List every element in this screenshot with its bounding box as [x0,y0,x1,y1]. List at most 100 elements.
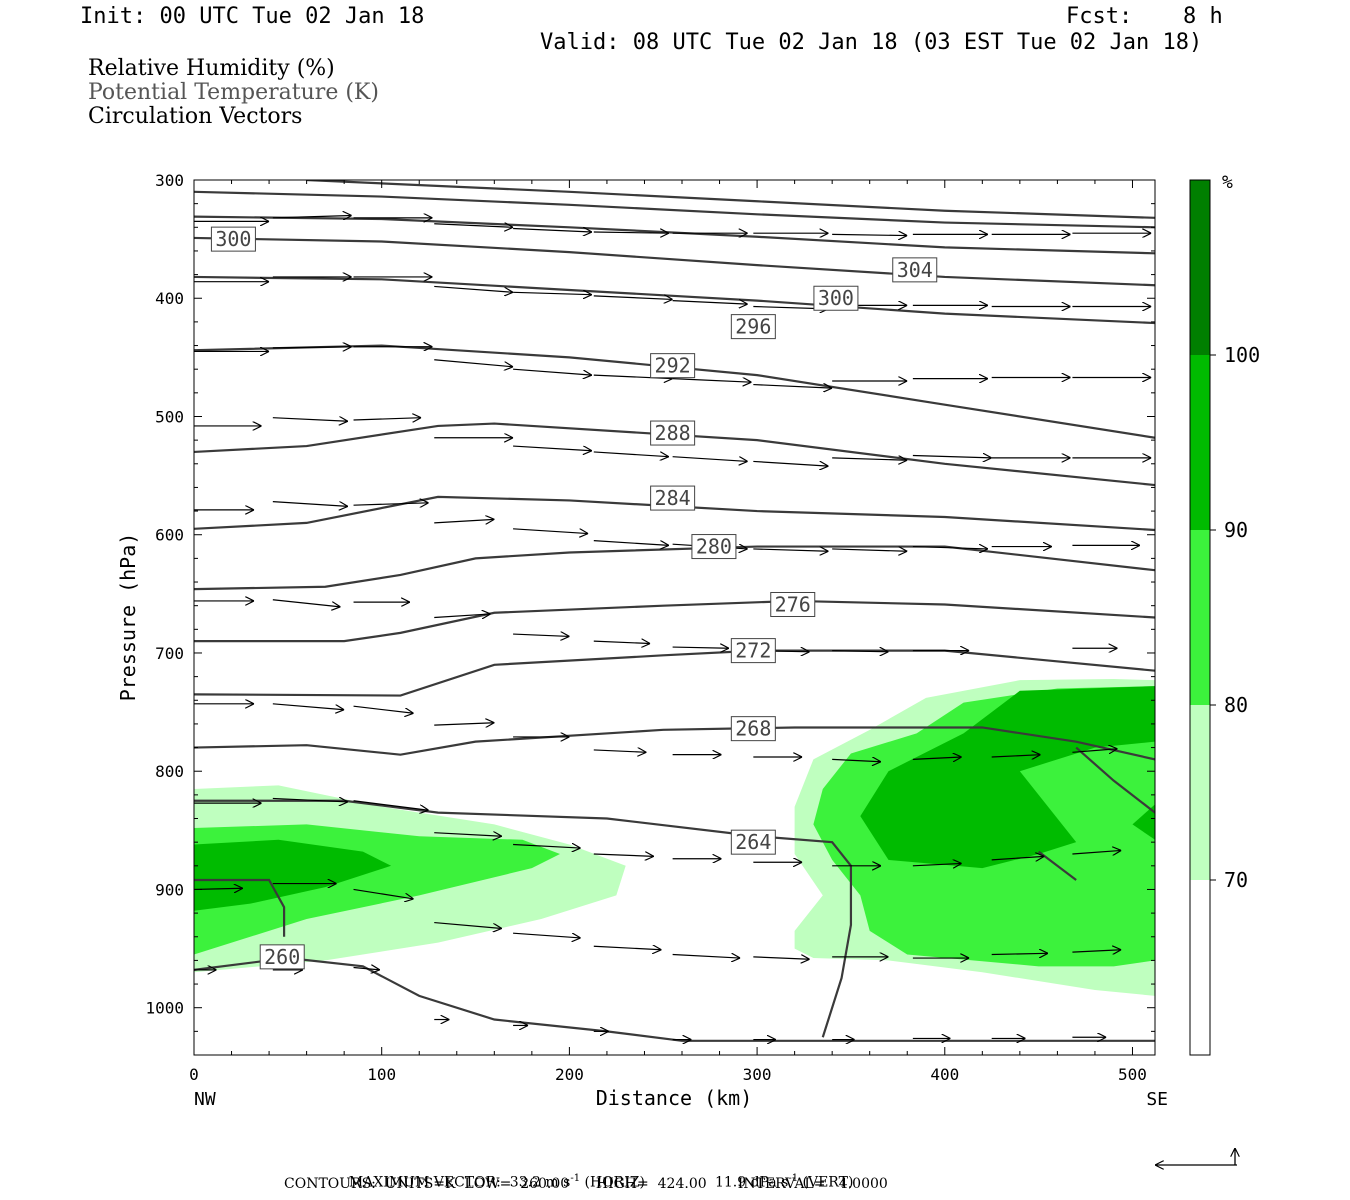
contour-label-box-7 [691,534,737,560]
vector-5 [593,232,669,233]
colorbar-label-100: 100 [1224,343,1260,367]
rh-region-90-5 [860,686,1155,869]
vector-41 [593,451,669,457]
contour-label-box-3 [730,314,776,340]
contour-label-300: 300 [818,286,854,310]
vector-55 [753,549,828,551]
theta-contour-0 [194,190,1155,229]
vector-65 [593,641,650,643]
vector-87 [513,845,581,849]
theta-contour-16 [1037,850,1077,881]
x-end-label-nw: NW [194,1089,216,1110]
x-tick-label: 0 [189,1065,199,1084]
colorbar-swatch-2 [1190,530,1210,705]
x-axis-label: Distance (km) [596,1086,753,1110]
vector-31 [753,385,832,389]
vector-86 [434,833,502,837]
forecast-label: Fcst: [1066,4,1133,29]
theta-contour-8 [194,545,1155,591]
vector-101 [672,954,741,958]
contour-label-276: 276 [775,592,811,616]
contour-label-box-0 [210,226,256,252]
vector-73 [353,705,414,713]
contour-label-300: 300 [215,227,251,251]
vector-106 [1072,950,1121,952]
vector-66 [672,647,729,648]
vector-61 [272,599,341,607]
vector-93 [991,856,1045,860]
init-time: Init: 00 UTC Tue 02 Jan 18 [80,4,425,29]
contour-label-280: 280 [696,535,732,559]
valid-time: Valid: 08 UTC Tue 02 Jan 18 (03 EST Tue … [540,30,1203,55]
y-tick-label: 400 [155,289,184,308]
contour-label-284: 284 [655,486,691,510]
circulation-vectors [194,215,1152,1039]
vector-40 [513,445,592,451]
theta-contour-12 [194,799,853,1038]
vector-88 [593,854,654,856]
vector-100 [593,946,662,950]
title-circulation-vectors: Circulation Vectors [88,104,303,129]
vector-98 [434,921,502,929]
contour-label-box-5 [650,420,696,446]
contour-label-box-11 [730,829,776,855]
vector-50 [353,503,429,505]
vector-45 [912,456,992,458]
theta-contour-6 [194,422,1155,487]
vector-37 [272,418,348,422]
vector-4 [513,228,592,232]
contour-label-box-10 [730,716,776,742]
x-tick-label: 300 [743,1065,772,1084]
vector-43 [753,460,828,466]
vector-38 [353,418,422,420]
axes: 300 400 500 600 700 800 900 1000 0 100 200 300 400 50… [145,171,1155,1084]
plot-frame [193,179,1156,1056]
y-tick-label: 800 [155,762,184,781]
vector-53 [593,540,669,546]
theta-contour-4 [194,275,1155,325]
colorbar: 70 80 90 100 [1189,179,1260,1056]
vector-1 [272,215,352,217]
vector-84 [272,798,348,802]
colorbar-swatch-3 [1190,355,1210,530]
theta-contour-9 [194,599,1155,643]
contour-label-260: 260 [264,945,300,969]
vector-99 [513,932,581,938]
title-potential-temperature: Potential Temperature (K) [88,80,379,105]
vector-15 [434,285,513,292]
contour-label-box-12 [259,944,305,970]
vector-97 [353,888,414,898]
vector-3 [434,224,513,228]
contour-label-288: 288 [655,421,691,445]
vector-27 [434,359,513,367]
max-vector-line: MAXIMUM VECTOR: 33.2 m s-1 (HORIZ) 11.9 d… [348,1173,854,1191]
vector-76 [593,750,647,752]
contours-info: CONTOURS: UNITS=K LOW= 260.00 HIGH= 424.… [284,1176,888,1192]
contour-label-box-8 [770,591,816,617]
y-axis-label: Pressure (hPa) [116,533,140,702]
vector-17 [593,296,673,300]
contour-label-box-4 [650,353,696,379]
x-end-label-se: SE [1146,1089,1168,1110]
colorbar-label-70: 70 [1224,868,1248,892]
vector-105 [991,953,1048,954]
title-relative-humidity: Relative Humidity (%) [88,56,335,81]
rh-region-90-2 [194,839,392,911]
vector-85 [353,800,429,810]
colorbar-swatch-1 [1190,705,1210,880]
theta-contour-7 [194,495,1155,532]
theta-contour-3 [194,236,1155,287]
vector-64 [513,634,569,636]
contour-label-box-1 [892,257,938,283]
contour-label-304: 304 [897,258,933,282]
x-tick-label: 200 [555,1065,584,1084]
forecast-hour: 8 h [1183,4,1223,29]
vector-18 [672,301,748,305]
contour-label-296: 296 [735,315,771,339]
vector-81 [991,755,1041,757]
vector-102 [753,957,809,959]
y-tick-label: 300 [155,171,184,190]
theta-contour-13 [194,878,286,937]
vector-25 [272,347,352,348]
